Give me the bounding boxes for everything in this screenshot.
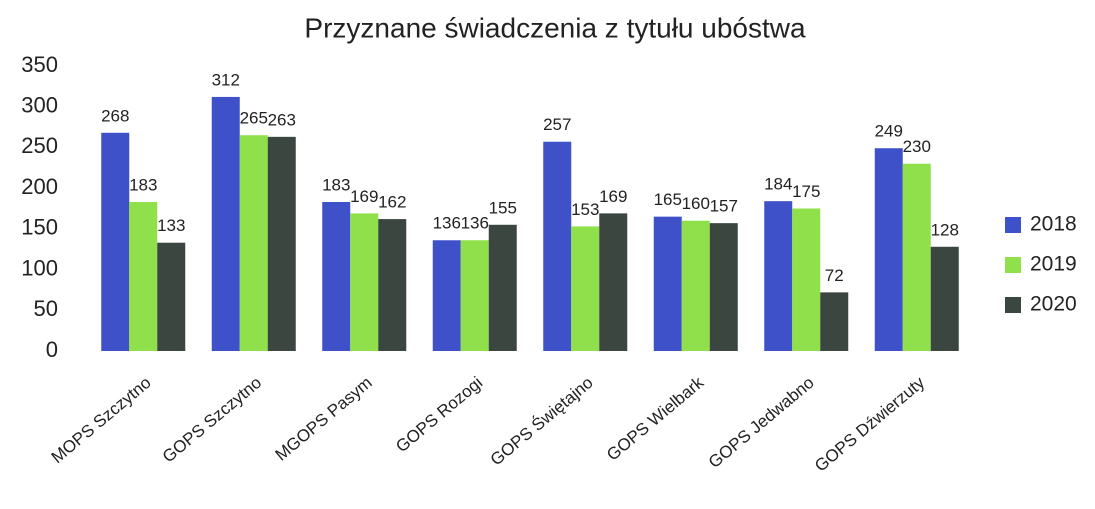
bar <box>267 136 296 351</box>
y-tick-label: 300 <box>21 93 58 118</box>
bar <box>211 96 240 351</box>
legend-label: 2019 <box>1030 253 1077 276</box>
bar <box>543 141 572 351</box>
value-label: 184 <box>764 175 792 194</box>
bar <box>792 208 821 351</box>
value-label: 128 <box>931 220 959 239</box>
value-label: 162 <box>378 193 406 212</box>
y-tick-label: 250 <box>21 133 58 158</box>
bar <box>322 201 351 351</box>
bar <box>681 220 710 351</box>
bar <box>157 242 186 351</box>
value-label: 175 <box>792 182 820 201</box>
bar <box>239 135 268 351</box>
bar <box>930 246 959 351</box>
x-tick-label: GOPS Świętajno <box>487 373 597 470</box>
value-label: 257 <box>543 115 571 134</box>
value-label: 169 <box>599 187 627 206</box>
value-label: 155 <box>489 198 517 217</box>
value-label: 157 <box>710 197 738 216</box>
bar <box>874 148 903 351</box>
y-tick-label: 0 <box>46 337 58 362</box>
y-tick-label: 350 <box>21 52 58 77</box>
value-label: 263 <box>268 110 296 129</box>
value-label: 230 <box>903 137 931 156</box>
bar <box>571 226 600 351</box>
bar <box>820 292 849 351</box>
value-label: 183 <box>129 175 157 194</box>
value-label: 165 <box>654 190 682 209</box>
value-label: 169 <box>350 187 378 206</box>
bar <box>350 213 379 351</box>
value-label: 160 <box>682 194 710 213</box>
x-tick-label: GOPS Dźwierzuty <box>811 373 929 476</box>
value-label: 153 <box>571 200 599 219</box>
value-label: 136 <box>461 214 489 233</box>
bar <box>488 224 517 351</box>
legend-swatch <box>1005 217 1021 233</box>
value-label: 268 <box>101 106 129 125</box>
bar <box>460 240 489 351</box>
bar <box>378 219 407 351</box>
bar <box>129 201 158 351</box>
bar <box>764 201 793 351</box>
bar <box>599 213 628 351</box>
x-tick-label: GOPS Wielbark <box>603 373 707 465</box>
value-label: 183 <box>322 175 350 194</box>
y-tick-label: 100 <box>21 255 58 280</box>
legend-label: 2020 <box>1030 293 1077 316</box>
legend-swatch <box>1005 257 1021 273</box>
legend-label: 2018 <box>1030 213 1077 236</box>
value-label: 133 <box>157 216 185 235</box>
value-label: 249 <box>875 122 903 141</box>
x-tick-label: MOPS Szczytno <box>48 373 155 467</box>
bar <box>432 240 461 351</box>
x-tick-label: GOPS Rozogi <box>392 373 486 456</box>
y-tick-label: 200 <box>21 174 58 199</box>
legend-swatch <box>1005 297 1021 313</box>
y-tick-label: 50 <box>34 296 58 321</box>
value-label: 136 <box>433 214 461 233</box>
bar <box>101 132 130 351</box>
x-tick-label: GOPS Szczytno <box>159 373 265 467</box>
y-tick-label: 150 <box>21 215 58 240</box>
x-tick-label: GOPS Jedwabno <box>705 373 818 472</box>
bar <box>653 216 682 351</box>
chart-title: Przyznane świadczenia z tytułu ubóstwa <box>304 12 806 43</box>
x-tick-label: MGOPS Pasym <box>272 373 376 465</box>
value-label: 72 <box>825 266 844 285</box>
value-label: 312 <box>212 70 240 89</box>
bar <box>709 223 738 351</box>
value-label: 265 <box>240 109 268 128</box>
bar <box>902 163 931 351</box>
